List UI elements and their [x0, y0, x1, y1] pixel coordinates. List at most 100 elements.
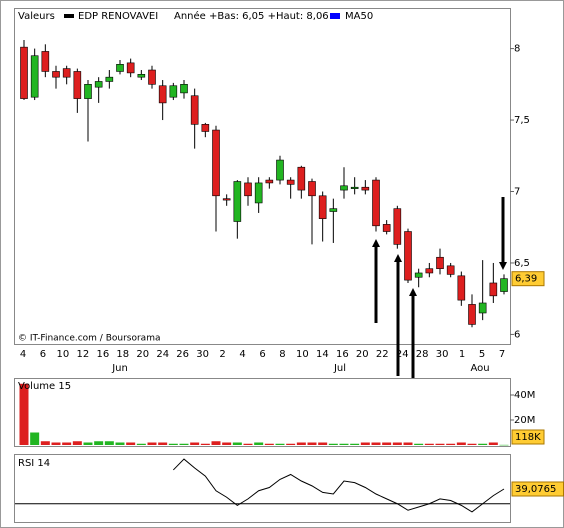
legend-entry: EDP RENOVAVEI	[78, 11, 158, 22]
candle-body	[41, 51, 50, 72]
x-tick-label: 20	[136, 349, 149, 360]
volume-bar	[307, 442, 317, 445]
x-tick-label: 5	[479, 349, 485, 360]
volume-bar	[435, 443, 445, 445]
volume-bar	[318, 442, 328, 445]
y-tick-label: 7	[514, 187, 520, 198]
volume-bar	[328, 443, 338, 445]
x-tick-label: 24	[396, 349, 409, 360]
volume-bar	[264, 443, 274, 445]
candle-body	[286, 179, 295, 185]
volume-bar	[403, 442, 413, 445]
last-value-label: 118K	[515, 432, 541, 443]
volume-bar	[115, 442, 125, 445]
volume-bar	[168, 443, 178, 445]
rsi-panel	[14, 454, 511, 523]
y-tick-label: 40M	[514, 390, 535, 401]
volume-bar	[104, 441, 114, 445]
volume-bar	[254, 442, 264, 445]
x-tick-label: 26	[176, 349, 189, 360]
candle-body	[84, 84, 92, 99]
header: Valeurs EDP RENOVAVEI Année +Bas: 6,05 +…	[18, 10, 373, 22]
candle-body	[308, 181, 316, 197]
last-value-label: 39,0765	[515, 484, 556, 495]
candle-body	[94, 81, 103, 88]
x-tick-label: 12	[77, 349, 90, 360]
volume-bar	[478, 443, 488, 445]
volume-bar	[40, 441, 50, 445]
last-value-label: 6,39	[515, 274, 537, 285]
x-tick-label: 10	[296, 349, 309, 360]
volume-bar	[371, 442, 381, 445]
volume-bar	[339, 443, 349, 445]
y-tick-label: 6,5	[514, 258, 530, 269]
candle-body	[254, 182, 263, 204]
volume-bar	[467, 443, 477, 445]
volume-bar	[446, 443, 456, 445]
annotations	[372, 197, 507, 378]
candle-body	[52, 71, 60, 78]
volume-bar	[296, 442, 306, 445]
volume-bar	[456, 442, 466, 445]
x-tick-label: 10	[57, 349, 70, 360]
legend-swatch	[64, 14, 74, 18]
candle-body	[500, 278, 508, 292]
volume-bar	[414, 443, 424, 445]
x-tick-label: 30	[436, 349, 449, 360]
volume-title: Volume 15	[18, 381, 71, 392]
candle-body	[126, 62, 135, 74]
candle-body	[201, 124, 210, 132]
volume-panel	[14, 378, 511, 447]
candle-body	[350, 186, 359, 189]
candle-body	[158, 85, 167, 104]
volume-bar	[286, 443, 296, 445]
price-panel	[14, 8, 511, 345]
x-tick-label: 20	[356, 349, 369, 360]
candle-body	[361, 186, 370, 191]
volume-bar	[488, 442, 498, 445]
legend-title: Valeurs	[18, 11, 55, 22]
candle-body	[404, 231, 412, 281]
last-value-box	[511, 429, 545, 445]
candle-body	[30, 55, 39, 98]
candle-body	[20, 46, 28, 99]
candle-body	[372, 179, 380, 227]
candle-body	[393, 208, 402, 245]
volume-bar	[232, 442, 242, 445]
volume-bar	[275, 443, 285, 445]
month-label: Jul	[333, 363, 346, 374]
candle-body	[265, 179, 274, 184]
volume-bar	[222, 442, 232, 445]
x-tick-label: 14	[316, 349, 329, 360]
x-tick-label: 24	[156, 349, 169, 360]
volume-bar	[200, 443, 210, 445]
volume-bar	[62, 442, 72, 445]
volume-bar	[72, 441, 82, 445]
volume-bar	[83, 442, 93, 445]
candle-body	[116, 64, 124, 72]
volume-bar	[360, 442, 370, 445]
candle-body	[489, 282, 498, 297]
y-tick-label: 20M	[514, 415, 535, 426]
candle-body	[478, 302, 487, 314]
candle-body	[414, 272, 423, 278]
volume-bar	[499, 444, 509, 446]
volume-bar	[94, 441, 104, 445]
y-tick-label: 6	[514, 329, 520, 340]
x-tick-label: 22	[376, 349, 389, 360]
candle-body	[446, 265, 455, 275]
x-tick-label: 30	[196, 349, 209, 360]
volume-bar	[126, 442, 136, 445]
rsi-line	[172, 458, 505, 513]
volume-bar	[136, 443, 146, 445]
x-tick-label: 4	[20, 349, 26, 360]
volume-bar	[382, 442, 392, 445]
legend-swatch	[330, 13, 340, 19]
candle-body	[425, 268, 434, 274]
candle-body	[222, 198, 231, 201]
x-tick-label: 7	[499, 349, 505, 360]
legend-entry: MA50	[345, 11, 373, 22]
candle-body	[382, 224, 391, 232]
